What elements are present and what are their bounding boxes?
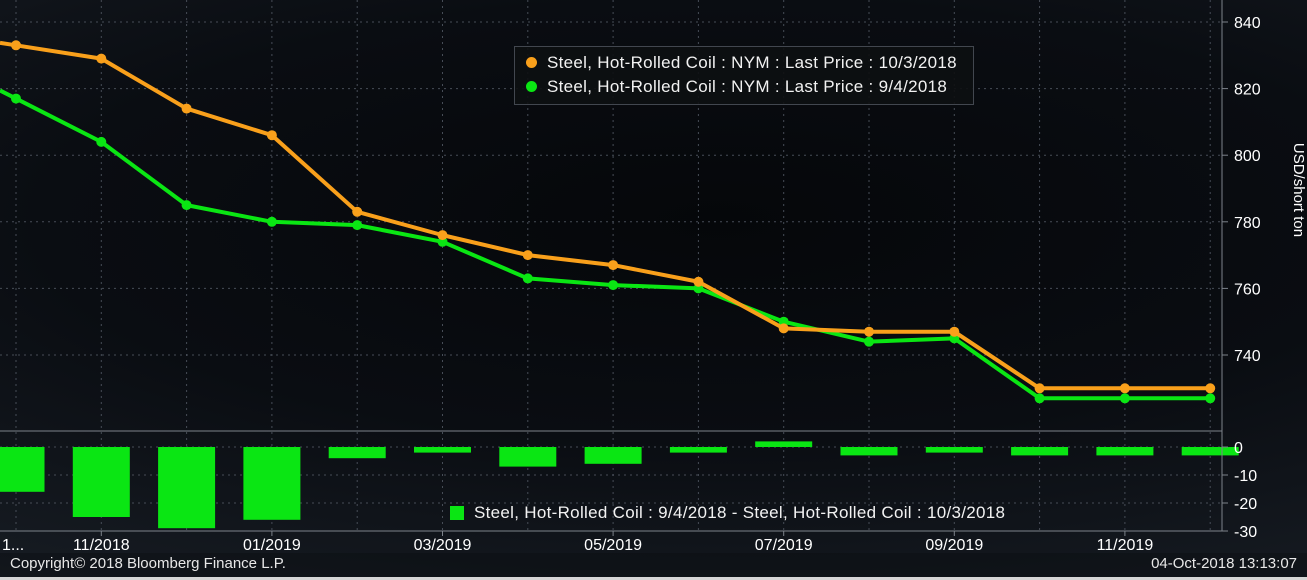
timestamp-text: 04-Oct-2018 13:13:07 (1151, 555, 1297, 572)
legend-label-green-series: Steel, Hot-Rolled Coil : NYM : Last Pric… (547, 76, 948, 96)
orange-series-dot-icon (526, 57, 537, 68)
svg-text:760: 760 (1234, 281, 1261, 298)
svg-text:05/2019: 05/2019 (584, 537, 642, 553)
legend-item-orange-series[interactable]: Steel, Hot-Rolled Coil : NYM : Last Pric… (526, 51, 957, 74)
svg-text:-20: -20 (1234, 496, 1257, 513)
green-bar-square-icon (450, 506, 464, 520)
svg-text:780: 780 (1234, 215, 1261, 232)
svg-text:840: 840 (1234, 15, 1261, 32)
svg-text:11/2018: 11/2018 (73, 537, 130, 553)
svg-text:11/2019: 11/2019 (1097, 537, 1154, 553)
footer-bar: Copyright© 2018 Bloomberg Finance L.P. 0… (0, 553, 1307, 580)
price-series-lines (0, 40, 1216, 404)
svg-text:07/2019: 07/2019 (755, 537, 813, 553)
legend-label-orange-series: Steel, Hot-Rolled Coil : NYM : Last Pric… (547, 52, 957, 72)
axes (0, 0, 1228, 536)
main-legend: Steel, Hot-Rolled Coil : NYM : Last Pric… (514, 46, 974, 105)
svg-text:USD/short ton: USD/short ton (1290, 143, 1307, 237)
svg-text:09/2019: 09/2019 (925, 537, 983, 553)
green-series-dot-icon (526, 81, 537, 92)
svg-text:0: 0 (1234, 440, 1243, 457)
difference-bars (0, 441, 1239, 529)
svg-text:01/2019: 01/2019 (243, 537, 301, 553)
svg-text:-10: -10 (1234, 468, 1257, 485)
copyright-text: Copyright© 2018 Bloomberg Finance L.P. (10, 555, 286, 572)
difference-legend[interactable]: Steel, Hot-Rolled Coil : 9/4/2018 - Stee… (450, 503, 1005, 523)
svg-text:03/2019: 03/2019 (414, 537, 472, 553)
svg-text:1...: 1... (2, 537, 24, 553)
svg-text:800: 800 (1234, 148, 1261, 165)
axis-labels: 840 820 800 780 760 740 0 -10 -20 -30 11/2018 01/20… (2, 15, 1307, 553)
svg-text:820: 820 (1234, 82, 1261, 99)
legend-item-green-series[interactable]: Steel, Hot-Rolled Coil : NYM : Last Pric… (526, 75, 957, 98)
chart-canvas: 840 820 800 780 760 740 0 -10 -20 -30 11/2018 01/20… (0, 0, 1307, 553)
svg-text:740: 740 (1234, 348, 1261, 365)
svg-text:-30: -30 (1234, 524, 1257, 541)
difference-legend-label: Steel, Hot-Rolled Coil : 9/4/2018 - Stee… (474, 503, 1006, 522)
